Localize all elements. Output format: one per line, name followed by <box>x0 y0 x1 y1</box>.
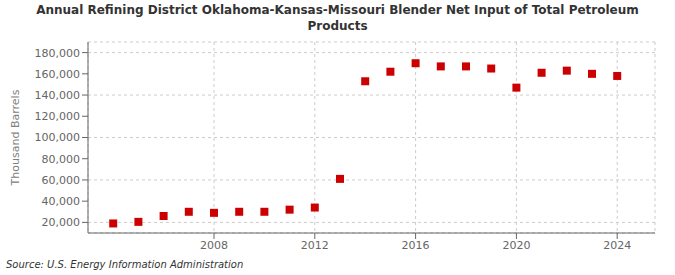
svg-text:2016: 2016 <box>402 239 430 252</box>
svg-text:2020: 2020 <box>502 239 530 252</box>
svg-text:120,000: 120,000 <box>35 110 81 123</box>
svg-text:60,000: 60,000 <box>42 174 81 187</box>
svg-text:2012: 2012 <box>301 239 329 252</box>
svg-text:160,000: 160,000 <box>35 68 81 81</box>
svg-text:80,000: 80,000 <box>42 153 81 166</box>
svg-text:20,000: 20,000 <box>42 216 81 229</box>
svg-text:2008: 2008 <box>200 239 228 252</box>
svg-text:Thousand Barrels: Thousand Barrels <box>9 89 22 186</box>
svg-text:100,000: 100,000 <box>35 131 81 144</box>
svg-text:140,000: 140,000 <box>35 89 81 102</box>
html-text:Annual Refining District Oklah: Annual Refining District Oklahoma-Kansas… <box>36 3 639 17</box>
svg-text:40,000: 40,000 <box>42 195 81 208</box>
svg-text:2024: 2024 <box>603 239 631 252</box>
html-text:Source: U.S. Energy Informatio: Source: U.S. Energy Information Administ… <box>6 259 244 270</box>
svg-text:180,000: 180,000 <box>35 47 81 60</box>
html-text:Products: Products <box>307 19 368 33</box>
